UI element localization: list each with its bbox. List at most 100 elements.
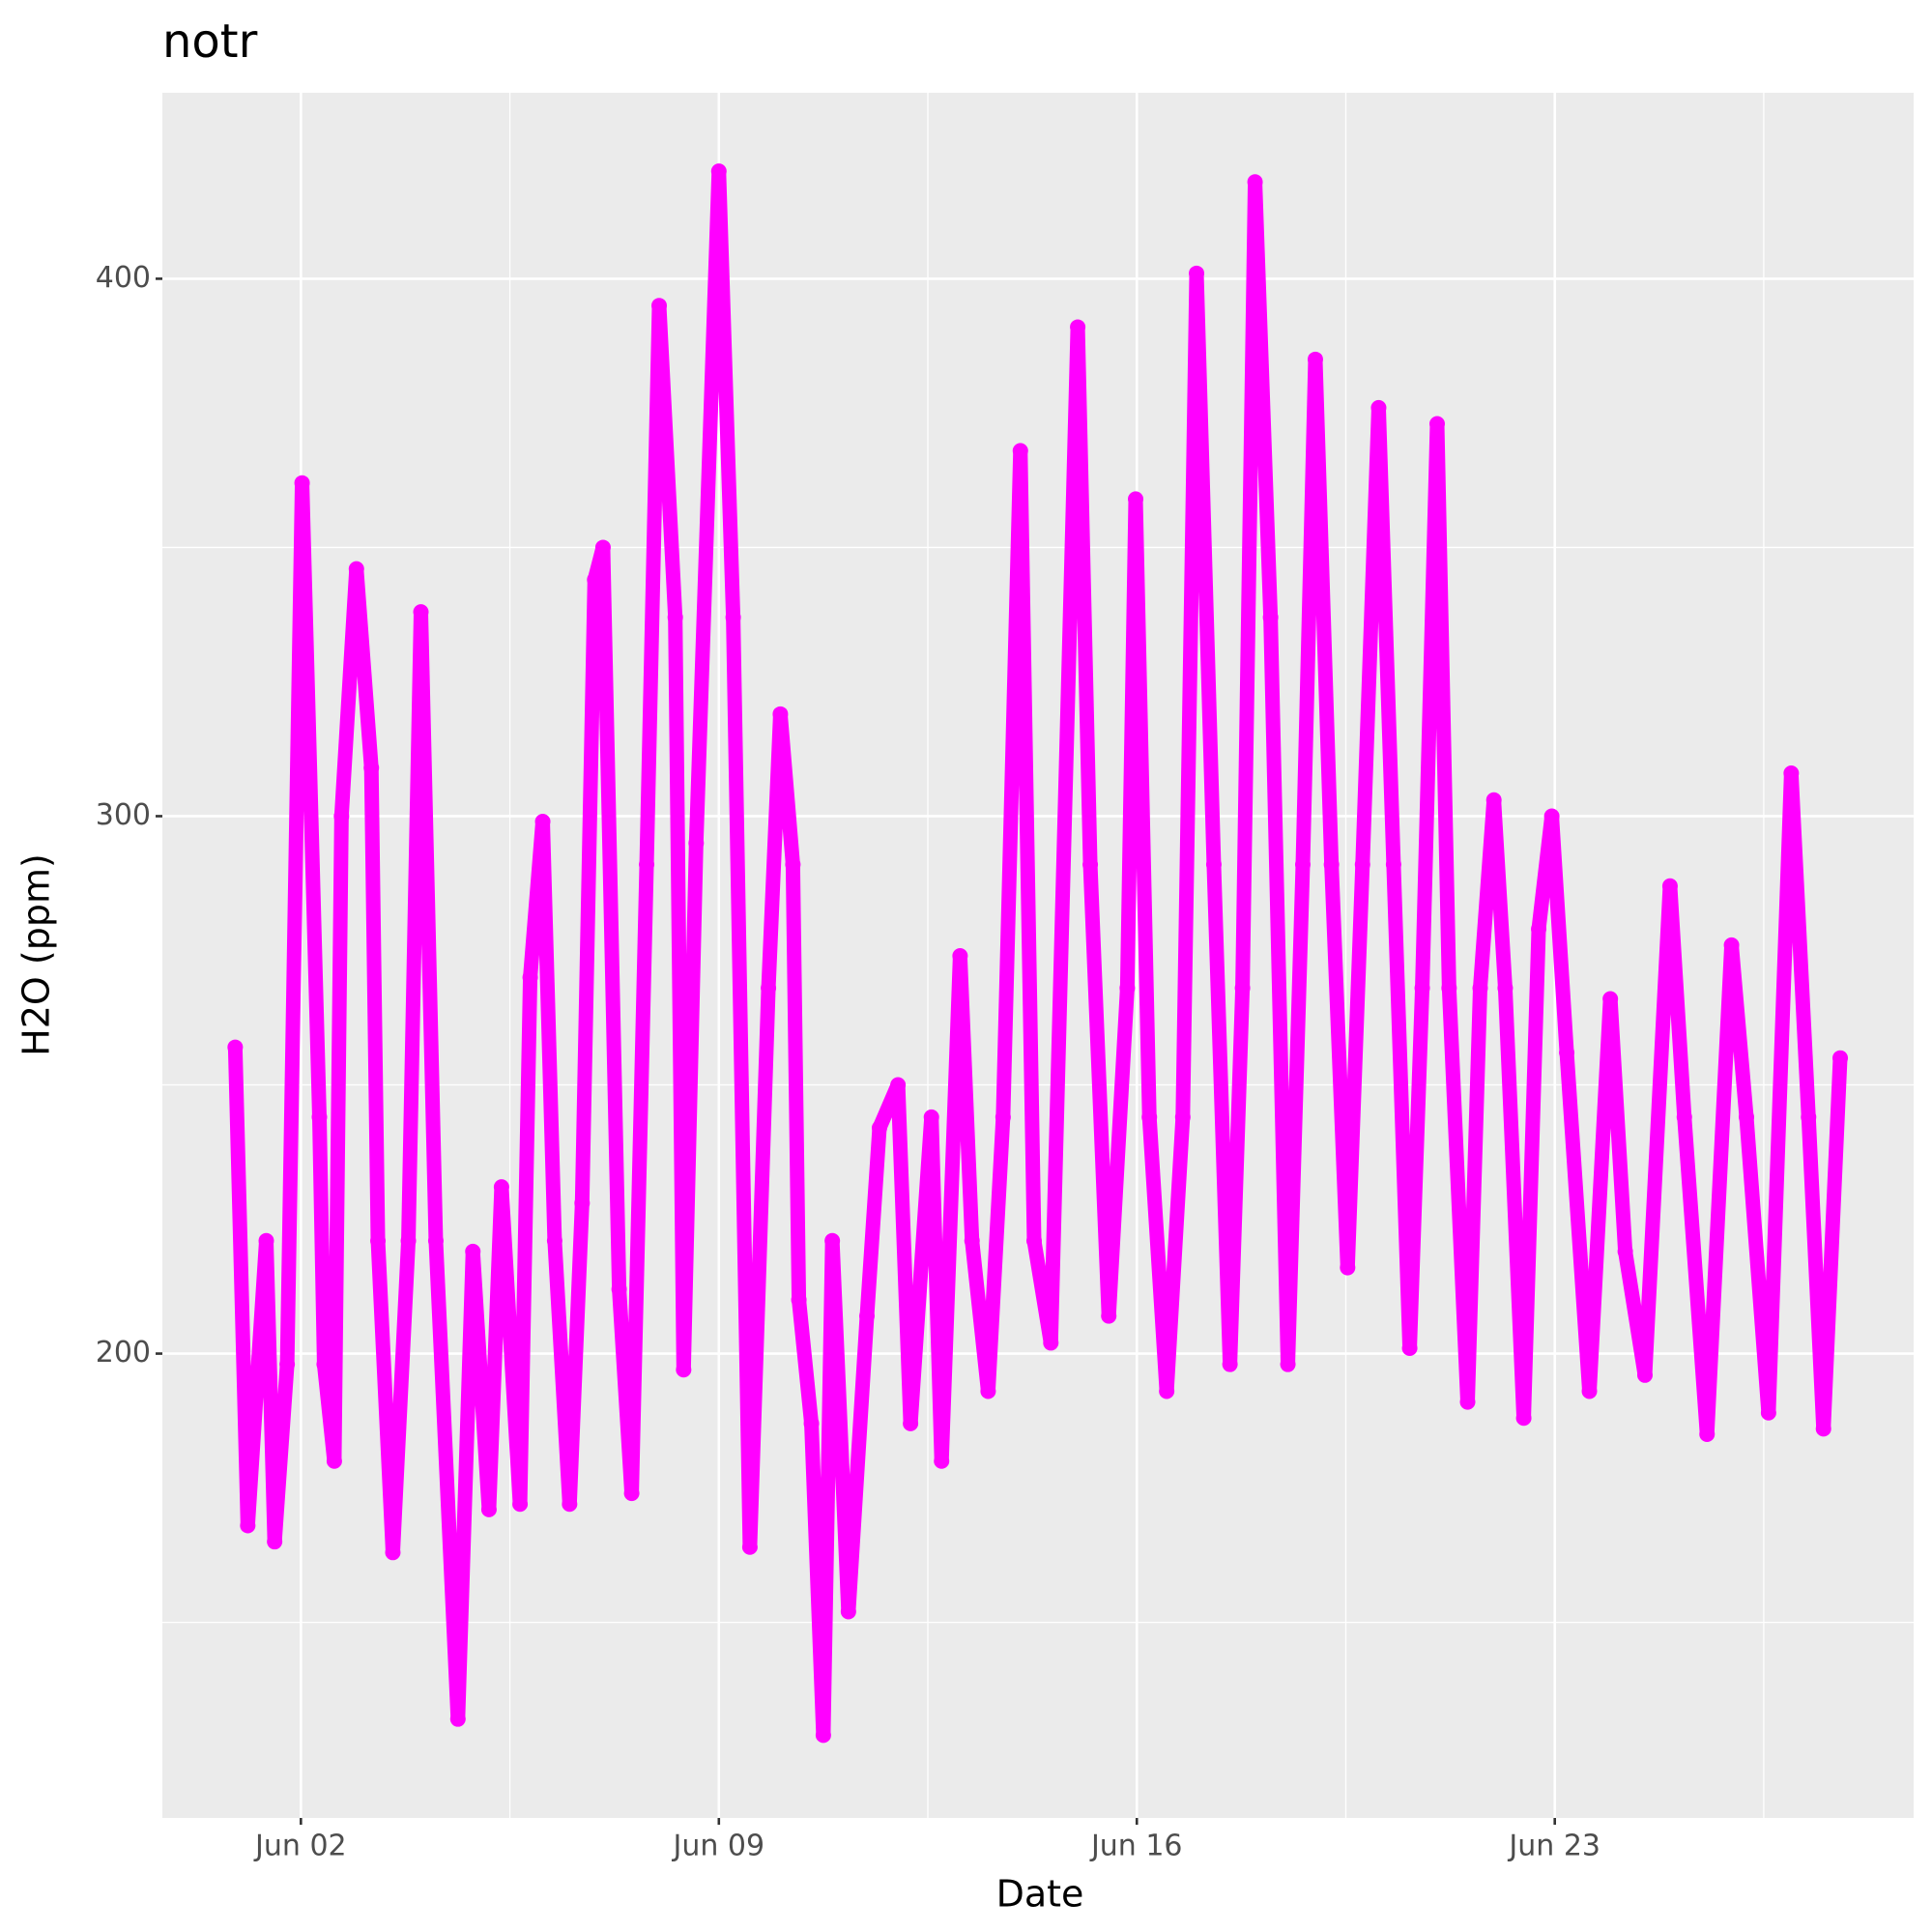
point xyxy=(574,1195,591,1211)
point xyxy=(1128,491,1144,507)
y-axis-label: H2O (ppm) xyxy=(15,853,58,1056)
point xyxy=(311,1109,328,1125)
point xyxy=(1783,764,1800,781)
point xyxy=(1294,856,1311,873)
point xyxy=(1459,1394,1476,1410)
point xyxy=(1043,1335,1059,1351)
point xyxy=(1815,1421,1831,1437)
point xyxy=(623,1485,640,1502)
point xyxy=(980,1383,996,1399)
point xyxy=(512,1496,529,1513)
point xyxy=(1101,1308,1117,1324)
point xyxy=(803,1415,820,1431)
x-axis-label: Date xyxy=(996,1873,1084,1916)
point xyxy=(791,1291,807,1308)
y-tick-label: 300 xyxy=(96,798,151,832)
point xyxy=(1307,351,1323,367)
point xyxy=(725,609,741,625)
point xyxy=(1222,1356,1238,1372)
point xyxy=(1025,1232,1042,1249)
point xyxy=(333,808,350,824)
point xyxy=(1497,980,1514,996)
point xyxy=(594,539,611,556)
point xyxy=(1428,416,1445,432)
point xyxy=(1174,1109,1191,1125)
point xyxy=(370,1232,387,1249)
point xyxy=(1012,443,1028,459)
point xyxy=(1441,980,1457,996)
point xyxy=(772,706,789,722)
point xyxy=(923,1109,939,1125)
point xyxy=(480,1501,497,1517)
point xyxy=(995,1109,1011,1125)
point xyxy=(1515,1410,1532,1427)
point xyxy=(465,1243,481,1259)
point xyxy=(639,856,655,873)
point xyxy=(710,163,727,180)
point xyxy=(1723,937,1740,953)
point xyxy=(840,1603,856,1620)
x-tick-label: Jun 23 xyxy=(1507,1830,1600,1863)
point xyxy=(363,760,380,776)
point xyxy=(1636,1367,1653,1383)
point xyxy=(815,1727,831,1744)
point xyxy=(348,561,364,577)
point xyxy=(326,1453,342,1469)
point xyxy=(427,1232,444,1249)
point xyxy=(785,856,801,873)
point xyxy=(1262,609,1279,625)
point xyxy=(385,1544,401,1561)
point xyxy=(1401,1340,1418,1356)
point xyxy=(1159,1383,1175,1399)
point xyxy=(227,1039,244,1055)
point xyxy=(1559,1045,1575,1061)
point xyxy=(1832,1050,1849,1066)
point xyxy=(761,980,777,996)
point xyxy=(903,1415,919,1431)
y-tick-label: 400 xyxy=(96,261,151,295)
point xyxy=(1531,921,1547,937)
point xyxy=(546,1232,562,1249)
point xyxy=(1141,1109,1158,1125)
point xyxy=(1280,1356,1296,1372)
point xyxy=(1234,980,1251,996)
point xyxy=(676,1362,692,1378)
point xyxy=(859,1308,876,1324)
point xyxy=(824,1232,841,1249)
point xyxy=(667,609,683,625)
point xyxy=(1370,399,1387,416)
point xyxy=(400,1232,417,1249)
point xyxy=(1699,1426,1716,1442)
point xyxy=(1617,1243,1633,1259)
point xyxy=(964,1232,980,1249)
point xyxy=(1070,319,1086,335)
point xyxy=(279,1356,296,1372)
point xyxy=(1472,980,1488,996)
point xyxy=(1323,856,1340,873)
point xyxy=(741,1539,758,1555)
x-tick-label: Jun 02 xyxy=(253,1830,347,1863)
x-tick-label: Jun 16 xyxy=(1089,1830,1183,1863)
point xyxy=(890,1077,907,1093)
point xyxy=(1602,991,1619,1007)
point xyxy=(267,1534,283,1550)
point xyxy=(651,298,668,314)
point xyxy=(1661,878,1678,894)
point xyxy=(1385,856,1401,873)
point xyxy=(611,1281,627,1297)
point xyxy=(1247,174,1263,190)
point xyxy=(258,1232,274,1249)
point xyxy=(1581,1383,1598,1399)
point xyxy=(1485,792,1502,808)
point xyxy=(562,1496,578,1513)
y-tick-label: 200 xyxy=(96,1336,151,1370)
point xyxy=(413,604,429,620)
point xyxy=(522,969,538,986)
point xyxy=(534,814,551,830)
point xyxy=(493,1179,509,1196)
point xyxy=(688,835,705,851)
point xyxy=(587,571,603,588)
data-trace xyxy=(227,163,1848,1743)
point xyxy=(1414,980,1430,996)
